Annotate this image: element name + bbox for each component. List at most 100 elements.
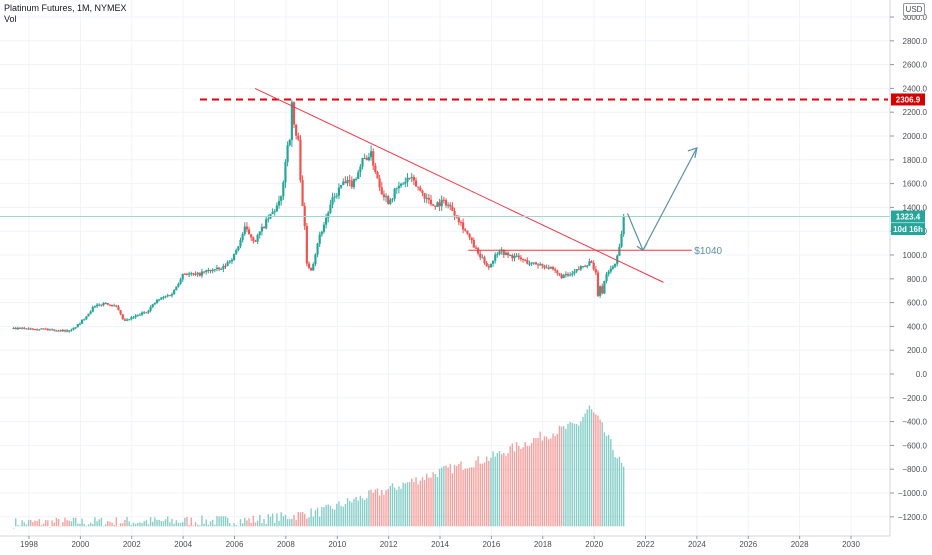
- candle-body: [61, 329, 64, 332]
- candle-body: [130, 317, 133, 320]
- volume-bar: [12, 528, 15, 529]
- candle-body: [322, 224, 326, 232]
- candle-body: [310, 267, 313, 271]
- candle-body: [179, 279, 182, 284]
- candle-body: [521, 259, 525, 261]
- candle-body: [320, 231, 323, 235]
- volume-bar: [500, 454, 503, 527]
- volume-bar: [522, 447, 524, 527]
- volume-bar: [291, 518, 293, 527]
- projection-arrowhead-down: [636, 242, 648, 252]
- volume-bar: [297, 511, 299, 527]
- candle-body: [241, 234, 244, 241]
- candle-body: [89, 311, 92, 314]
- volume-bar: [49, 527, 51, 528]
- volume-bar: [126, 517, 128, 527]
- volume-bar: [74, 517, 77, 527]
- volume-bar: [104, 524, 107, 527]
- volume-bar: [130, 525, 133, 527]
- volume-bar: [428, 477, 430, 527]
- volume-bar: [32, 522, 34, 527]
- volume-bar: [143, 521, 145, 527]
- volume-bar: [560, 426, 563, 527]
- resistance-price-badge-bg: [891, 93, 925, 106]
- candle-body: [307, 263, 311, 268]
- volume-bar: [100, 517, 103, 527]
- price-tick-label: 200.0: [907, 346, 928, 355]
- candle-body: [230, 259, 234, 262]
- volume-bar: [237, 525, 240, 527]
- volume-bar: [438, 468, 441, 527]
- volume-bar: [466, 468, 469, 527]
- candle-body: [417, 186, 420, 188]
- candle-body: [419, 187, 422, 191]
- volume-bar: [128, 521, 130, 527]
- candle-body: [113, 305, 116, 307]
- candle-body: [579, 266, 582, 270]
- volume-bar: [267, 514, 270, 527]
- volume-bar: [622, 466, 625, 527]
- volume-bar: [505, 455, 507, 527]
- candle-body: [566, 274, 570, 276]
- volume-bar: [582, 417, 584, 527]
- candle-body: [256, 235, 259, 242]
- volume-bar: [256, 520, 259, 527]
- candle-body: [616, 255, 619, 264]
- time-tick-label: 2020: [585, 540, 603, 549]
- candle-body: [128, 319, 131, 321]
- candle-body: [387, 196, 390, 204]
- candle-body: [513, 256, 516, 259]
- volume-bar: [595, 414, 597, 527]
- volume-bar: [222, 516, 225, 527]
- volume-bar: [550, 438, 552, 527]
- volume-bar: [421, 477, 424, 527]
- candle-body: [297, 135, 300, 140]
- volume-bar: [518, 445, 520, 527]
- volume-bar: [426, 473, 428, 527]
- candle-body: [372, 151, 375, 166]
- volume-bar: [289, 519, 291, 527]
- volume-bar: [271, 513, 274, 527]
- candle-body: [145, 312, 148, 314]
- volume-bar: [318, 516, 321, 527]
- candle-body: [620, 234, 623, 247]
- volume-bar: [316, 507, 319, 527]
- currency-button[interactable]: USD: [903, 3, 925, 16]
- candle-body: [543, 265, 546, 268]
- candle-body: [196, 272, 199, 275]
- candle-body: [123, 319, 126, 321]
- volume-bar: [308, 517, 310, 527]
- volume-bar: [162, 521, 165, 527]
- volume-bar: [451, 473, 454, 527]
- volume-bar: [226, 517, 229, 527]
- candle-body: [224, 265, 227, 267]
- volume-bar: [325, 504, 327, 527]
- volume-bar: [430, 477, 432, 527]
- volume-bar: [57, 518, 60, 527]
- volume-bar: [62, 522, 64, 527]
- volume-bar: [81, 518, 83, 527]
- candle-body: [275, 205, 278, 212]
- price-tick-label: 1000.0: [903, 251, 928, 260]
- candle-body: [429, 199, 433, 205]
- time-tick-label: 2016: [482, 540, 500, 549]
- volume-bar: [259, 514, 261, 527]
- candle-body: [539, 264, 542, 266]
- volume-bar: [199, 525, 201, 527]
- volume-bar: [145, 520, 148, 527]
- candle-body: [232, 253, 236, 260]
- candle-body: [485, 262, 488, 267]
- volume-bar: [220, 516, 222, 527]
- candle-body: [318, 234, 321, 244]
- volume-bar: [543, 436, 546, 527]
- candle-body: [564, 274, 567, 276]
- candle-body: [121, 314, 124, 320]
- volume-bar: [239, 519, 242, 527]
- volume-bar: [370, 489, 372, 527]
- volume-bar: [147, 524, 150, 527]
- volume-bar: [458, 463, 460, 527]
- candle-body: [457, 217, 460, 223]
- candle-body: [83, 319, 86, 321]
- candle-body: [453, 210, 456, 216]
